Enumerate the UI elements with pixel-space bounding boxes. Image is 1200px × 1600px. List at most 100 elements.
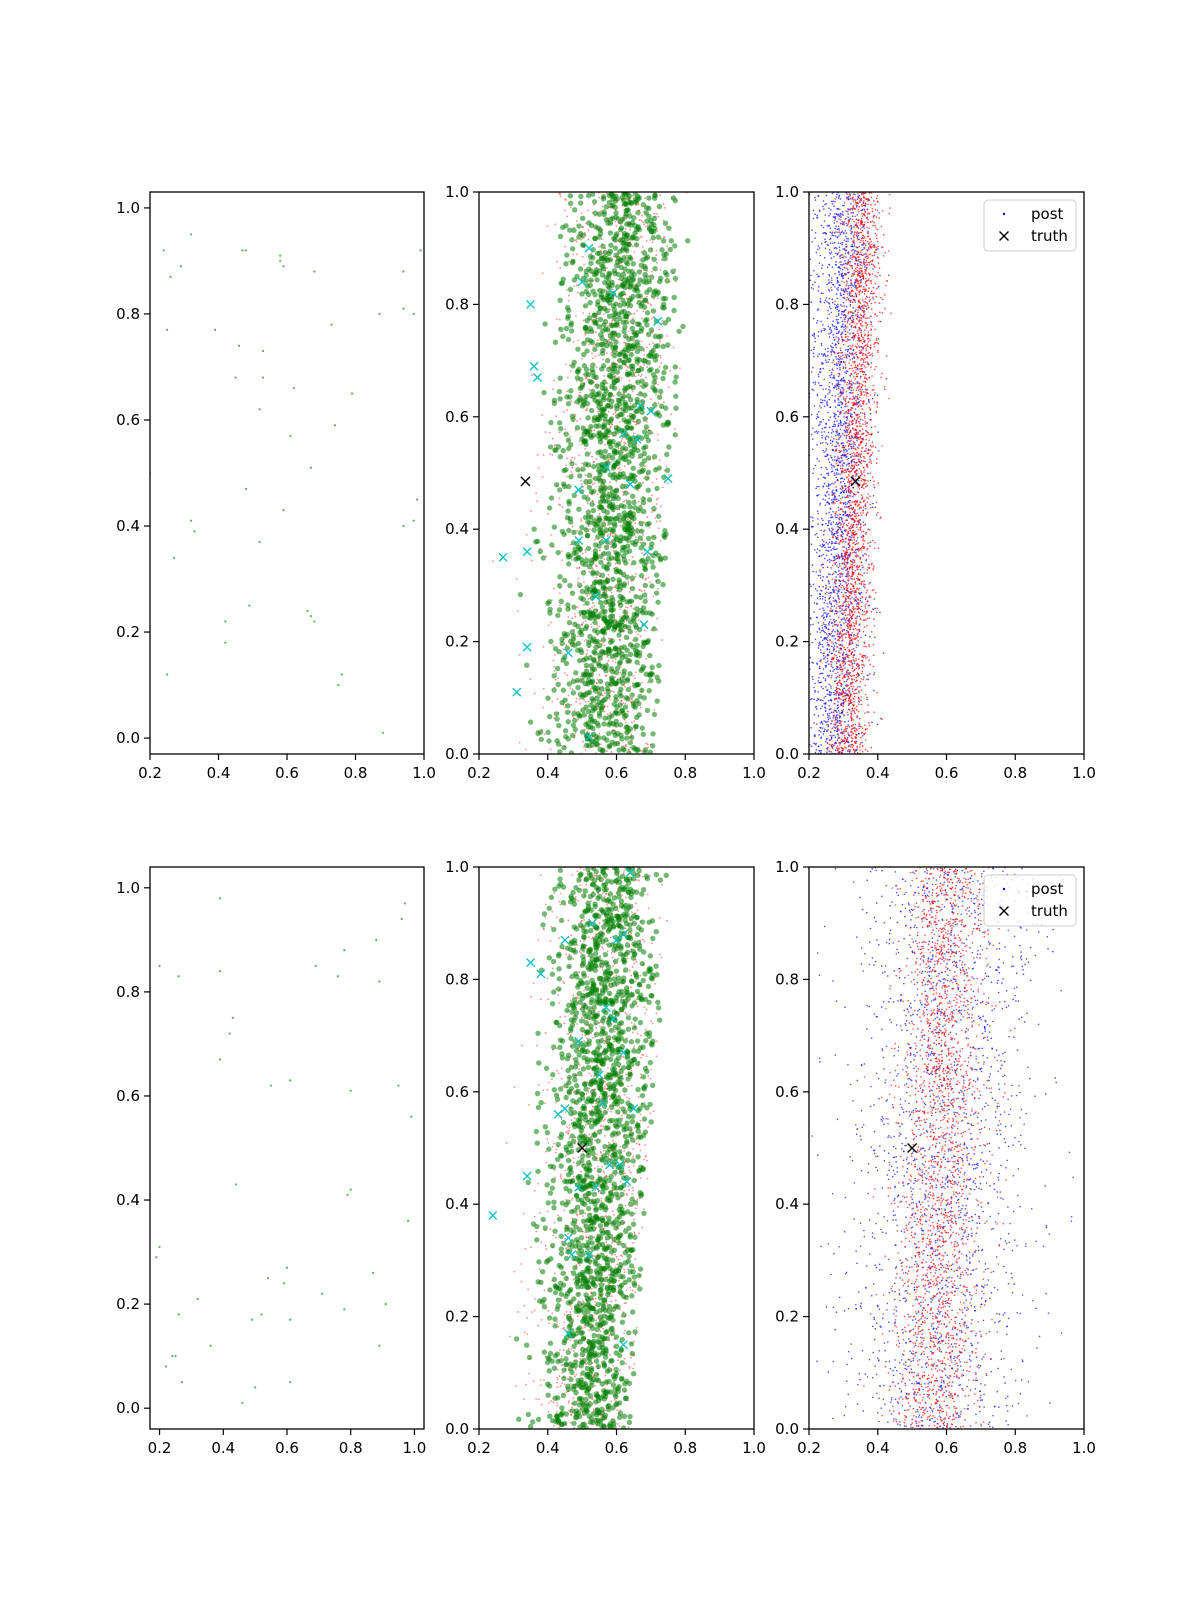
cloud-point-green (557, 297, 563, 303)
cloud-point-green (578, 609, 584, 616)
cloud-point-red (585, 297, 588, 300)
post-point-blue (820, 431, 823, 433)
cloud-point-red (629, 700, 632, 703)
cloud-point-green (599, 406, 606, 413)
cloud-point-green (661, 369, 667, 376)
data-point (292, 387, 295, 390)
cloud-point-red (604, 674, 607, 677)
data-point (350, 392, 354, 395)
post-point-blue (830, 371, 833, 374)
cloud-point-green (587, 724, 594, 730)
cloud-point-green (579, 694, 585, 700)
cloud-point-green (664, 451, 670, 458)
cloud-point-green (609, 335, 616, 342)
post-point-blue (854, 443, 856, 446)
cloud-point-red (610, 352, 613, 354)
post-point-blue (815, 322, 818, 324)
cloud-point-red (492, 560, 494, 563)
cloud-point-green (576, 554, 582, 561)
cloud-point-red (564, 428, 566, 431)
post-point-blue (814, 549, 816, 551)
cloud-point-green (644, 218, 650, 224)
cyan-cross-marker (574, 535, 584, 545)
cloud-point-green (643, 210, 649, 216)
post-point-blue (862, 734, 864, 737)
cloud-point-red (558, 497, 561, 500)
cloud-point-red (640, 219, 643, 222)
cloud-point-red (656, 520, 658, 523)
cloud-point-green (565, 437, 572, 443)
cloud-point-green (569, 590, 576, 596)
post-point-blue (813, 269, 815, 272)
post-point-blue (822, 486, 825, 488)
post-point-blue (824, 587, 827, 590)
post-point-blue (829, 376, 832, 379)
cloud-point-green (575, 467, 581, 473)
post-point-blue (849, 284, 852, 286)
cloud-point-red (630, 313, 633, 315)
post-point-blue (836, 358, 838, 360)
cloud-point-red (566, 288, 568, 291)
cloud-point-green (602, 412, 608, 419)
post-point-blue (822, 676, 825, 679)
cloud-point-green (662, 295, 669, 302)
cloud-point-red (555, 672, 558, 674)
post-point-blue (864, 265, 866, 268)
data-point (337, 683, 340, 687)
cloud-point-red (662, 236, 665, 239)
cloud-point-red (648, 526, 651, 529)
cloud-point-red (654, 517, 657, 520)
cloud-point-green (567, 582, 573, 589)
cloud-point-green (531, 526, 537, 532)
post-point-blue (822, 418, 825, 421)
post-point-blue (794, 353, 796, 355)
post-point-blue (845, 355, 848, 357)
cloud-point-green (673, 393, 679, 399)
cloud-point-green (653, 572, 660, 578)
cloud-point-red (569, 687, 572, 690)
cloud-point-green (605, 730, 612, 737)
post-point-blue (829, 242, 832, 244)
post-point-blue (816, 432, 819, 434)
post-point-blue (839, 369, 841, 371)
post-point-blue (820, 384, 823, 387)
post-point-blue (848, 294, 851, 296)
post-point-blue (820, 421, 823, 423)
cloud-point-green (608, 555, 615, 561)
post-point-blue (803, 663, 805, 665)
post-point-blue (842, 397, 845, 400)
post-point-blue (845, 547, 848, 549)
cloud-point-green (576, 506, 582, 512)
cloud-point-green (627, 383, 633, 390)
post-point-blue (826, 453, 829, 456)
post-point-blue (837, 337, 840, 339)
post-point-blue (828, 715, 831, 717)
cloud-point-red (614, 661, 617, 664)
cloud-point-green (601, 211, 607, 218)
post-point-blue (821, 436, 823, 439)
post-point-blue (814, 751, 817, 754)
post-point-blue (860, 536, 863, 538)
cloud-point-red (578, 454, 580, 457)
post-point-blue (830, 592, 833, 594)
cloud-point-green (591, 272, 598, 278)
cloud-point-green (623, 208, 629, 214)
cloud-point-green (562, 633, 568, 639)
post-point-blue (814, 237, 816, 240)
cloud-point-green (626, 297, 633, 304)
cloud-point-green (601, 630, 608, 636)
post-point-blue (867, 246, 870, 249)
cloud-point-red (549, 748, 552, 751)
post-point-blue (841, 241, 844, 244)
cloud-point-red (553, 665, 556, 668)
cloud-point-red (658, 459, 661, 462)
cloud-point-red (620, 699, 623, 702)
cloud-point-green (653, 590, 660, 596)
post-point-blue (840, 624, 842, 627)
post-point-blue (815, 417, 818, 420)
data-point (402, 307, 405, 310)
post-point-blue (822, 367, 825, 370)
cloud-point-red (570, 399, 573, 402)
post-point-blue (827, 302, 830, 304)
cloud-point-red (634, 521, 637, 524)
